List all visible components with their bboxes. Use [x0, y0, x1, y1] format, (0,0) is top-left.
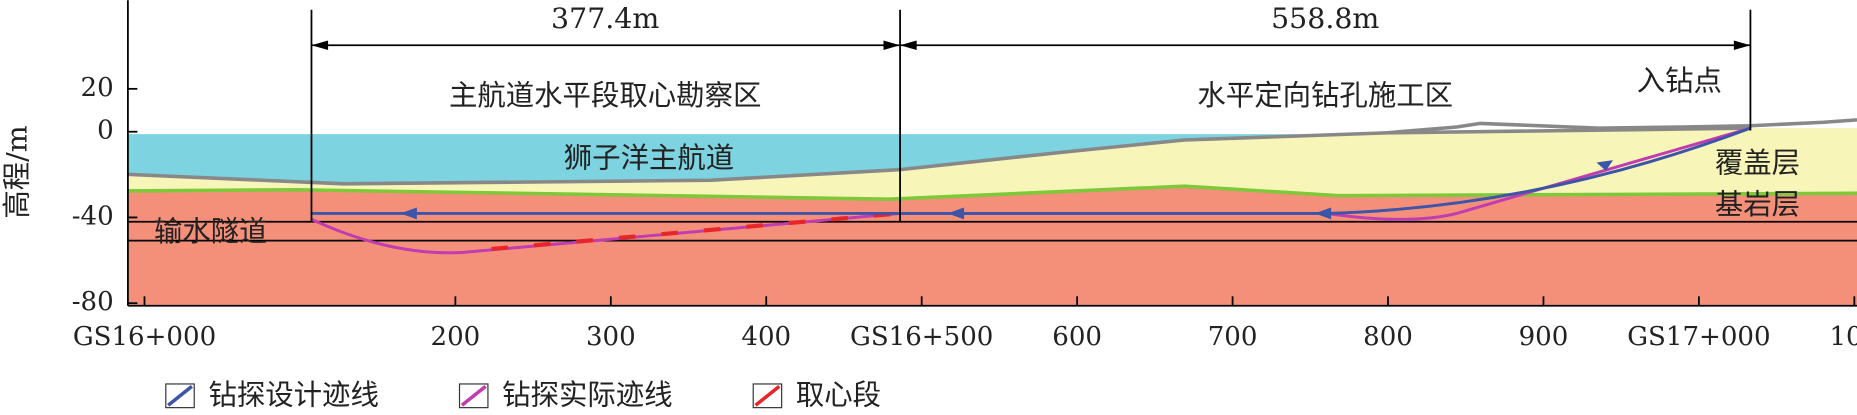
x-tick-label: 700	[1208, 322, 1258, 352]
bedrock-layer	[127, 186, 1857, 306]
water	[127, 128, 1751, 184]
dimension-label: 377.4m	[551, 2, 659, 35]
cover-label: 覆盖层	[1715, 146, 1800, 179]
x-tick-label: 900	[1519, 322, 1569, 352]
channel-label: 狮子洋主航道	[564, 142, 734, 175]
tunnel-label: 输水隧道	[154, 215, 268, 248]
dimension-label: 558.8m	[1271, 2, 1379, 35]
y-tick-label: -40	[72, 201, 114, 231]
zone-label: 主航道水平段取心勘察区	[449, 79, 761, 112]
y-tick-label: 20	[81, 73, 114, 103]
x-tick-label: GS16+500	[850, 322, 993, 352]
legend-label: 取心段	[796, 378, 881, 411]
rock-top	[127, 184, 1857, 201]
cover-layer	[127, 128, 1857, 200]
y-tick-label: 0	[97, 116, 114, 146]
x-tick-label: 400	[741, 322, 791, 352]
legend-label: 钻探实际迹线	[502, 378, 672, 411]
y-axis-label: 高程/m	[0, 125, 33, 218]
y-tick-label: -80	[72, 287, 114, 317]
x-tick-label: 200	[431, 322, 481, 352]
ground-surface	[1385, 118, 1857, 135]
bedrock-label: 基岩层	[1715, 188, 1800, 221]
design-trace	[311, 126, 1751, 215]
x-tick-label: GS16+000	[73, 322, 216, 352]
dimension-arrows	[311, 40, 1751, 50]
x-tick-label: GS17+000	[1627, 322, 1770, 352]
coring-segment	[491, 211, 901, 252]
legend: 钻探设计迹线 钻探实际迹线 取心段	[165, 378, 881, 411]
dimension-lines	[310, 9, 1752, 222]
x-tick-label: 100	[1829, 322, 1857, 352]
x-tick-label: 300	[586, 322, 636, 352]
entry-label: 入钻点	[1637, 65, 1722, 98]
x-tick-label: 600	[1052, 322, 1102, 352]
zone-label: 水平定向钻孔施工区	[1197, 79, 1453, 112]
axes	[127, 0, 1857, 307]
riverbed	[127, 126, 1751, 186]
arrows	[400, 160, 1614, 220]
x-tick-label: 800	[1363, 322, 1413, 352]
legend-label: 钻探设计迹线	[208, 378, 378, 411]
